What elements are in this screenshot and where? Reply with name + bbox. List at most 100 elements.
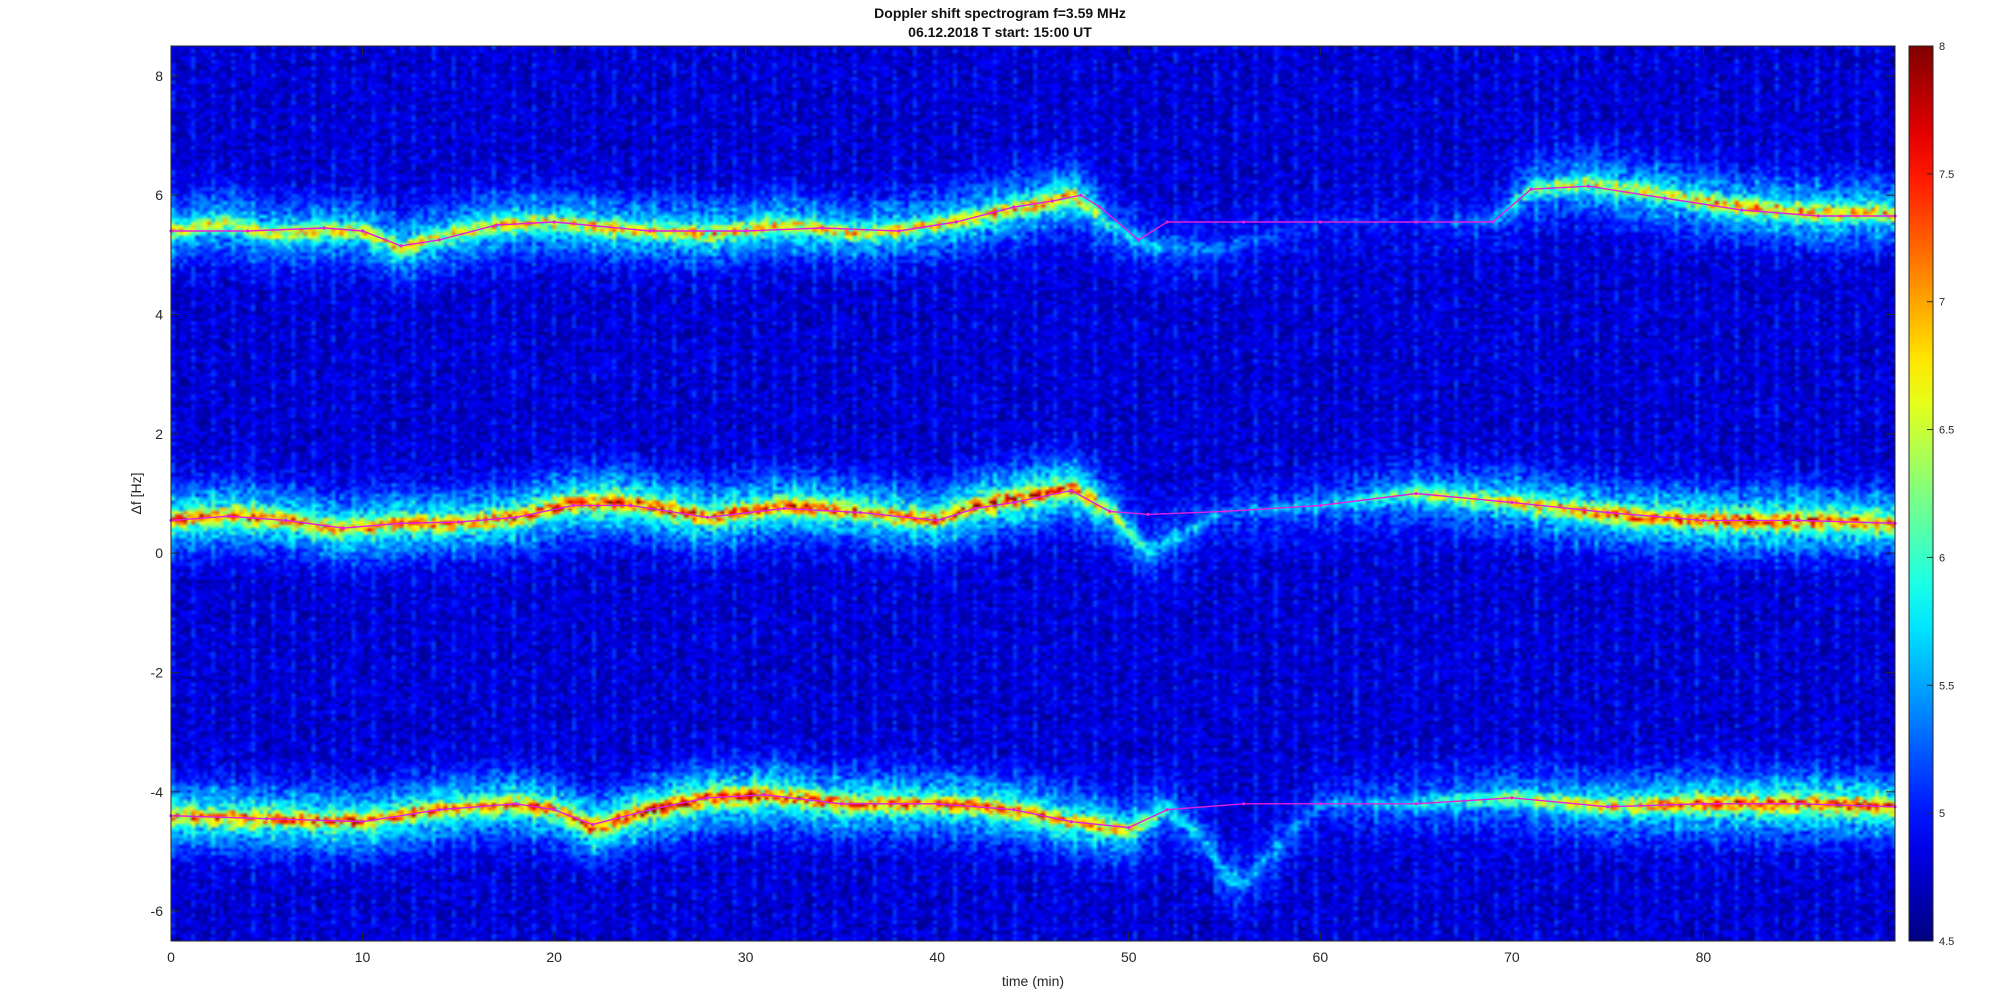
trace-point bbox=[1012, 205, 1016, 209]
colorbar-gradient bbox=[1908, 45, 1934, 942]
trace-point bbox=[935, 518, 939, 523]
colorbar-tick-label: 6 bbox=[1939, 552, 1945, 564]
y-axis: -6 -4 -2 0 2 4 6 8 bbox=[151, 68, 1895, 919]
colorbar-tick-label: 5 bbox=[1939, 808, 1945, 820]
colorbar-tick-label: 7 bbox=[1939, 297, 1945, 309]
trace-point bbox=[1050, 199, 1054, 203]
ridge-traces bbox=[169, 184, 1897, 830]
trace-point bbox=[361, 820, 365, 824]
trace-point bbox=[437, 238, 441, 242]
trace-point bbox=[1701, 518, 1705, 523]
y-tick-label: 2 bbox=[155, 426, 163, 442]
x-tick-label: 70 bbox=[1504, 949, 1520, 965]
trace-point bbox=[820, 226, 824, 230]
y-tick-label: 4 bbox=[155, 307, 163, 323]
trace-point bbox=[456, 520, 460, 524]
middle-trace bbox=[170, 489, 1896, 529]
colorbar-tick-label: 6.5 bbox=[1939, 425, 1954, 437]
trace-point bbox=[763, 793, 767, 797]
trace-point bbox=[1606, 805, 1610, 809]
colorbar-tick-label: 4.5 bbox=[1939, 936, 1954, 948]
plot-area bbox=[171, 46, 1895, 941]
trace-point bbox=[1701, 802, 1705, 806]
trace-point bbox=[226, 514, 231, 518]
x-tick-label: 10 bbox=[355, 949, 371, 965]
trace-point bbox=[552, 808, 556, 812]
trace-point bbox=[1740, 208, 1744, 212]
x-axis-label: time (min) bbox=[1002, 973, 1064, 989]
trace-point bbox=[1510, 796, 1514, 800]
trace-point bbox=[265, 817, 269, 821]
trace-point bbox=[1012, 808, 1016, 812]
trace-point bbox=[1318, 802, 1322, 806]
trace-point bbox=[514, 802, 518, 806]
x-tick-label: 40 bbox=[929, 949, 945, 965]
trace-point bbox=[1318, 503, 1322, 507]
trace-point bbox=[935, 802, 939, 806]
trace-point bbox=[284, 518, 288, 523]
trace-point bbox=[437, 808, 441, 812]
colorbar-ticks: 4.5 5 5.5 6 6.5 7 7.5 8 bbox=[1927, 41, 1954, 948]
chart-subtitle: 06.12.2018 T start: 15:00 UT bbox=[908, 24, 1092, 40]
trace-point bbox=[1012, 500, 1016, 504]
trace-point bbox=[590, 823, 595, 827]
trace-point bbox=[1797, 518, 1801, 523]
y-tick-label: 8 bbox=[155, 68, 163, 84]
trace-point bbox=[552, 220, 556, 224]
y-axis-label: Δf [Hz] bbox=[128, 472, 144, 514]
trace-point bbox=[1069, 820, 1073, 824]
trace-point bbox=[399, 521, 403, 525]
trace-point bbox=[1606, 510, 1610, 515]
x-tick-label: 30 bbox=[738, 949, 754, 965]
trace-point bbox=[322, 226, 326, 230]
trace-point bbox=[859, 510, 863, 515]
y-tick-label: -6 bbox=[151, 903, 164, 919]
trace-point bbox=[1165, 220, 1169, 224]
trace-point bbox=[361, 229, 365, 233]
trace-point bbox=[341, 526, 345, 530]
trace-point bbox=[973, 506, 978, 510]
trace-point bbox=[839, 802, 844, 806]
trace-point bbox=[954, 220, 959, 224]
y-tick-label: 0 bbox=[155, 545, 163, 561]
trace-point bbox=[1069, 488, 1073, 493]
trace-point bbox=[1510, 500, 1514, 504]
spectrogram-heatmap bbox=[171, 46, 1895, 941]
y-tick-label: 6 bbox=[155, 187, 163, 203]
trace-point bbox=[629, 503, 633, 507]
trace-point bbox=[1797, 802, 1801, 806]
trace-point bbox=[1816, 214, 1820, 218]
trace-point bbox=[571, 503, 575, 507]
colorbar: 4.5 5 5.5 6 6.5 7 7.5 8 bbox=[1908, 41, 1954, 948]
x-axis: 0 10 20 30 40 50 60 70 80 bbox=[167, 46, 1711, 965]
trace-point bbox=[246, 229, 250, 233]
colorbar-tick-label: 5.5 bbox=[1939, 680, 1954, 692]
trace-point bbox=[1414, 802, 1418, 806]
y-tick-label: -4 bbox=[151, 784, 164, 800]
trace-point bbox=[1127, 826, 1131, 830]
trace-point bbox=[399, 244, 403, 248]
trace-point bbox=[705, 515, 710, 520]
x-tick-label: 80 bbox=[1696, 949, 1712, 965]
trace-point bbox=[1146, 512, 1150, 517]
x-tick-label: 20 bbox=[546, 949, 562, 965]
lower-trace bbox=[170, 794, 1896, 829]
trace-point bbox=[1242, 220, 1246, 224]
colorbar-tick-label: 7.5 bbox=[1939, 169, 1954, 181]
trace-point bbox=[1108, 509, 1112, 513]
trace-point bbox=[1136, 238, 1140, 242]
trace-point bbox=[1491, 220, 1495, 224]
trace-point bbox=[514, 515, 518, 520]
trace-point bbox=[648, 229, 652, 233]
trace-point bbox=[495, 223, 499, 227]
trace-point bbox=[897, 229, 901, 233]
trace-point bbox=[1529, 187, 1533, 191]
trace-point bbox=[1079, 193, 1083, 197]
trace-point bbox=[1414, 491, 1418, 496]
x-tick-label: 50 bbox=[1121, 949, 1137, 965]
x-tick-label: 60 bbox=[1313, 949, 1329, 965]
trace-point bbox=[1223, 509, 1227, 513]
trace-point bbox=[648, 808, 652, 812]
trace-point bbox=[1414, 220, 1418, 224]
